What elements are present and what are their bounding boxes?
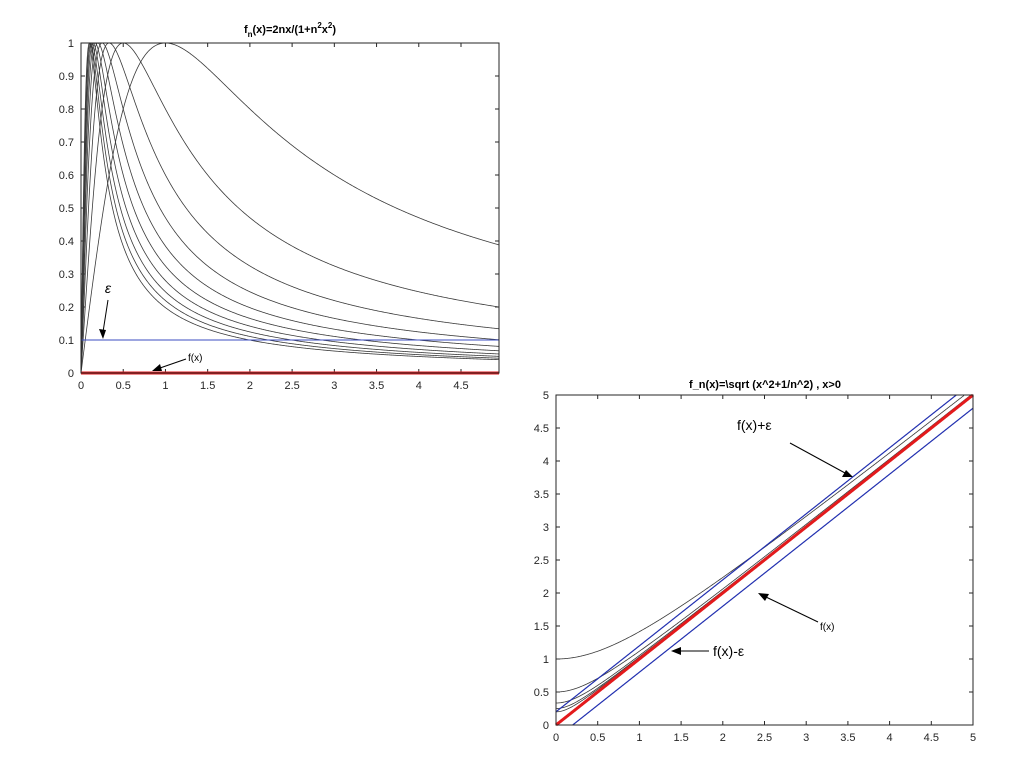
chart2-x-tick-label: 2	[720, 732, 726, 744]
chart2-y-tick-label: 1.5	[534, 621, 549, 633]
chart1-x-tick-label: 0	[78, 380, 84, 392]
chart2-series-n2	[556, 395, 971, 693]
chart1-y-tick-label: 0.8	[59, 104, 74, 116]
chart2-annotation-fx-arrowhead	[758, 593, 769, 601]
chart1-series-n9	[80, 42, 500, 374]
chart2-annotation-fx-plus-eps-arrowhead	[842, 470, 853, 477]
chart1-title: fn(x)=2nx/(1+n2x2)	[244, 21, 336, 39]
chart2-x-tick-label: 5	[970, 732, 976, 744]
chart-fn-rational: fn(x)=2nx/(1+n2x2) 0 0.5 1 1.5 2 2.5 3 3.5 4 4.5 0…	[59, 21, 500, 392]
chart1-y-tick-label: 0	[68, 368, 74, 380]
chart2-y-tick-label: 3.5	[534, 489, 549, 501]
chart2-y-tick-label: 1	[543, 654, 549, 666]
chart2-series-n1	[556, 395, 965, 660]
chart1-series-n10	[80, 42, 500, 374]
chart2-x-tick-label: 4	[887, 732, 893, 744]
chart2-y-tick-label: 0.5	[534, 687, 549, 699]
chart2-annotation-fx-arrow	[765, 596, 819, 623]
chart2-series-n4	[555, 394, 973, 709]
chart2-x-tick-label: 1.5	[673, 732, 688, 744]
chart1-x-tick-label: 3	[331, 380, 337, 392]
chart2-y-tick-label: 4.5	[534, 423, 549, 435]
chart1-y-tick-label: 0.2	[59, 302, 74, 314]
chart1-y-tick-label: 0.3	[59, 269, 74, 281]
chart1-x-tick-label: 4.5	[453, 380, 468, 392]
chart1-annotation-epsilon: ε	[105, 280, 112, 296]
chart1-y-tick-label: 0.6	[59, 170, 74, 182]
chart1-x-tick-label: 0.5	[116, 380, 131, 392]
chart2-plot-frame	[555, 394, 974, 726]
chart2-series-fx-minus-eps	[572, 407, 974, 726]
chart-fn-sqrt: f_n(x)=\sqrt (x^2+1/n^2) , x>0 0 0.5 1 1.5 2…	[534, 379, 976, 744]
chart1-series-n2	[80, 42, 500, 374]
chart2-x-tick-label: 0	[553, 732, 559, 744]
chart2-x-tick-label: 1	[636, 732, 642, 744]
chart1-x-tick-label: 4	[416, 380, 422, 392]
chart2-x-tick-label: 0.5	[590, 732, 605, 744]
chart2-series-n3	[555, 395, 972, 704]
chart2-x-tick-label: 2.5	[757, 732, 772, 744]
chart1-x-tick-label: 1	[162, 380, 168, 392]
chart1-y-tick-label: 0.1	[59, 335, 74, 347]
chart1-y-tick-label: 1	[68, 38, 74, 50]
chart2-annotation-fx: f(x)	[820, 622, 834, 633]
chart2-annotation-fx-plus-eps-arrow	[789, 442, 846, 474]
chart1-series-n6	[80, 42, 500, 374]
chart1-y-tick-label: 0.9	[59, 71, 74, 83]
chart1-series-n3	[80, 42, 500, 374]
chart2-y-tick-label: 2	[543, 588, 549, 600]
chart1-plot-frame	[80, 42, 500, 374]
chart1-y-tick-label: 0.4	[59, 236, 74, 248]
chart2-annotation-fx-minus-eps: f(x)-ε	[713, 643, 744, 659]
chart2-y-tick-label: 4	[543, 456, 549, 468]
chart1-series-n5	[80, 42, 500, 374]
chart2-x-tick-label: 3.5	[840, 732, 855, 744]
chart2-series-fx-plus-eps	[555, 394, 957, 713]
chart2-y-tick-label: 3	[543, 522, 549, 534]
chart2-x-tick-label: 3	[803, 732, 809, 744]
chart1-y-tick-label: 0.7	[59, 137, 74, 149]
chart1-y-tick-label: 0.5	[59, 203, 74, 215]
chart1-series-n1	[80, 42, 500, 374]
chart1-annotation-fx: f(x)	[188, 353, 202, 364]
chart1-x-tick-label: 2	[247, 380, 253, 392]
chart2-y-tick-label: 5	[543, 390, 549, 402]
chart2-annotation-fx-plus-eps: f(x)+ε	[737, 417, 772, 433]
chart1-annotation-fx-arrowhead	[152, 364, 162, 371]
chart2-annotation-fx-minus-eps-arrowhead	[671, 647, 681, 655]
chart2-y-tick-label: 0	[543, 720, 549, 732]
chart1-series-n4	[80, 42, 500, 374]
chart1-x-tick-label: 2.5	[284, 380, 299, 392]
chart1-annotation-epsilon-arrow	[102, 299, 109, 333]
chart1-series-n7	[80, 42, 500, 374]
chart2-title: f_n(x)=\sqrt (x^2+1/n^2) , x>0	[689, 379, 841, 391]
chart1-annotation-epsilon-arrowhead	[99, 329, 106, 339]
chart1-x-tick-label: 1.5	[200, 380, 215, 392]
chart1-x-tick-label: 3.5	[369, 380, 384, 392]
chart2-series-limit-fx	[555, 393, 974, 727]
chart1-annotation-fx-arrow	[159, 358, 187, 369]
chart2-y-tick-label: 2.5	[534, 555, 549, 567]
chart2-x-tick-label: 4.5	[924, 732, 939, 744]
